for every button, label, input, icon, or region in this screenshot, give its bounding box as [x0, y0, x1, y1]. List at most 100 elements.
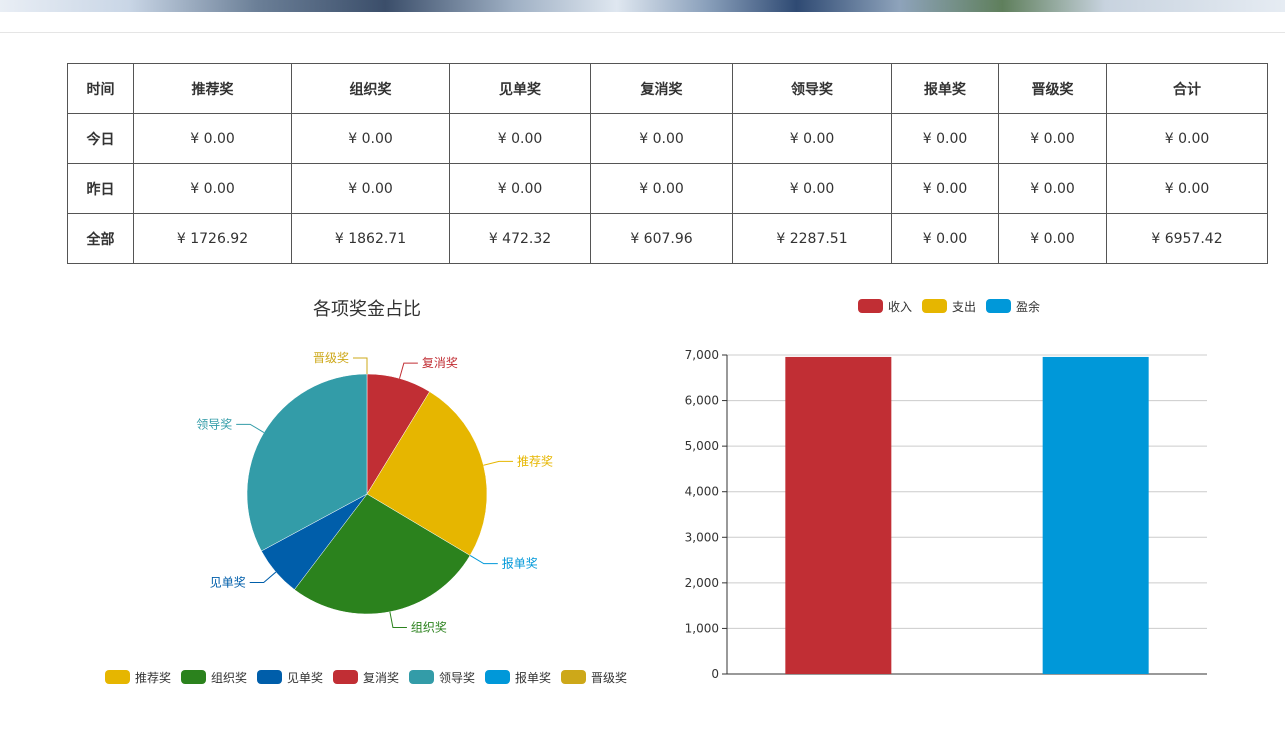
row-label: 昨日: [67, 163, 134, 214]
pie-legend-item[interactable]: 复消奖: [333, 670, 399, 685]
pie-slice-label: 领导奖: [196, 417, 232, 431]
table-cell: ¥ 1726.92: [133, 213, 292, 264]
y-axis-tick-label: 1,000: [685, 621, 719, 635]
pie-label-line: [483, 460, 514, 466]
pie-slice-label: 晋级奖: [313, 351, 349, 365]
table-header-cell: 晋级奖: [998, 63, 1107, 114]
table-cell: ¥ 1862.71: [291, 213, 450, 264]
pie-slice-label: 组织奖: [411, 621, 447, 635]
table-row: 全部 ¥ 1726.92 ¥ 1862.71 ¥ 472.32 ¥ 607.96…: [67, 213, 1268, 264]
bar-legend-item[interactable]: 收入: [858, 299, 912, 314]
pie-label-line: [399, 362, 418, 379]
pie-label-line: [469, 555, 498, 565]
table-cell: ¥ 2287.51: [732, 213, 892, 264]
pie-legend-item[interactable]: 推荐奖: [105, 670, 171, 685]
pie-slice-label: 复消奖: [422, 356, 458, 370]
table-row: 昨日 ¥ 0.00 ¥ 0.00 ¥ 0.00 ¥ 0.00 ¥ 0.00 ¥ …: [67, 163, 1268, 214]
pie-legend-item[interactable]: 领导奖: [409, 670, 475, 685]
pie-legend-label: 组织奖: [211, 671, 247, 685]
bar[interactable]: [1042, 356, 1149, 674]
bar-chart-panel: 0 1,000 2,000 3,000 4,000 5,000 6,000 7,000 收入 支出…: [670, 285, 1230, 695]
bar-legend-swatch: [986, 299, 1011, 313]
table-header-cell: 时间: [67, 63, 134, 114]
pie-legend-label: 复消奖: [363, 671, 399, 685]
table-header-cell: 组织奖: [291, 63, 450, 114]
table-header-cell: 领导奖: [732, 63, 892, 114]
bar[interactable]: [785, 356, 892, 674]
pie-legend-label: 领导奖: [439, 671, 475, 685]
pie-label-line: [236, 423, 265, 433]
pie-legend-item[interactable]: 见单奖: [257, 670, 323, 685]
bar-legend-swatch: [858, 299, 883, 313]
table-cell: ¥ 0.00: [133, 113, 292, 164]
pie-legend-swatch: [257, 670, 282, 684]
bar-chart: 0 1,000 2,000 3,000 4,000 5,000 6,000 7,000 收入 支出…: [685, 299, 1207, 681]
table-cell: ¥ 0.00: [732, 163, 892, 214]
pie-slice-label: 推荐奖: [517, 454, 553, 468]
table-cell: ¥ 472.32: [449, 213, 591, 264]
bar-legend-label: 盈余: [1016, 299, 1040, 314]
table-cell: ¥ 0.00: [732, 113, 892, 164]
table-cell: ¥ 0.00: [1106, 163, 1268, 214]
table-header-cell: 报单奖: [891, 63, 999, 114]
table-cell: ¥ 0.00: [891, 213, 999, 264]
table-cell: ¥ 0.00: [998, 113, 1107, 164]
table-header-cell: 推荐奖: [133, 63, 292, 114]
pie-label-line: [249, 571, 277, 583]
row-label: 全部: [67, 213, 134, 264]
table-cell: ¥ 0.00: [998, 213, 1107, 264]
table-cell: ¥ 0.00: [291, 113, 450, 164]
pie-label-line: [389, 611, 407, 629]
table-cell: ¥ 0.00: [998, 163, 1107, 214]
table-cell: ¥ 0.00: [449, 163, 591, 214]
pie-legend-item[interactable]: 组织奖: [181, 670, 247, 685]
table-header-cell: 见单奖: [449, 63, 591, 114]
bar-legend-item[interactable]: 盈余: [986, 299, 1040, 314]
pie-legend-label: 见单奖: [287, 671, 323, 685]
pie-legend-item[interactable]: 晋级奖: [561, 670, 627, 685]
y-axis-tick-label: 7,000: [685, 348, 719, 362]
pie-legend-swatch: [409, 670, 434, 684]
pie-slice-label: 见单奖: [210, 575, 246, 589]
bar-legend-label: 支出: [952, 300, 976, 314]
y-axis-tick-label: 5,000: [685, 439, 719, 453]
pie-slice-label: 报单奖: [502, 556, 538, 571]
header-banner-image: [0, 0, 1285, 12]
pie-legend-item[interactable]: 报单奖: [485, 670, 551, 685]
row-label: 今日: [67, 113, 134, 164]
pie-chart-title: 各项奖金占比: [313, 299, 421, 320]
table-cell: ¥ 607.96: [590, 213, 733, 264]
pie-legend-swatch: [561, 670, 586, 684]
y-axis-tick-label: 2,000: [685, 576, 719, 590]
table-header-cell: 合计: [1106, 63, 1268, 114]
header-divider: [0, 32, 1285, 33]
y-axis-tick-label: 6,000: [685, 394, 719, 408]
pie-legend-label: 晋级奖: [591, 671, 627, 685]
pie-legend-swatch: [333, 670, 358, 684]
pie-legend-swatch: [485, 670, 510, 684]
table-header-cell: 复消奖: [590, 63, 733, 114]
pie-slice[interactable]: [246, 373, 368, 552]
table-cell: ¥ 0.00: [133, 163, 292, 214]
y-axis-tick-label: 0: [711, 667, 719, 681]
pie-legend-swatch: [181, 670, 206, 684]
pie-legend-swatch: [105, 670, 130, 684]
table-cell: ¥ 0.00: [291, 163, 450, 214]
pie-chart-panel: 各项奖金占比 复消奖 推荐奖 报单奖 组织奖 见单奖 领导奖 晋级奖 推荐奖 组织奖 见单奖 复消奖…: [90, 285, 650, 695]
table-cell: ¥ 0.00: [590, 113, 733, 164]
table-cell: ¥ 0.00: [891, 113, 999, 164]
table-cell: ¥ 0.00: [1106, 113, 1268, 164]
bar-legend-swatch: [922, 299, 947, 313]
pie-slice[interactable]: [294, 493, 471, 615]
table-cell: ¥ 0.00: [590, 163, 733, 214]
pie-slice[interactable]: [366, 391, 488, 556]
bar-legend-item[interactable]: 支出: [922, 299, 976, 314]
table-row: 今日 ¥ 0.00 ¥ 0.00 ¥ 0.00 ¥ 0.00 ¥ 0.00 ¥ …: [67, 113, 1268, 164]
table-cell: ¥ 0.00: [449, 113, 591, 164]
pie-label-line: [353, 357, 368, 374]
table-cell: ¥ 0.00: [891, 163, 999, 214]
bonus-summary-table: 时间 推荐奖 组织奖 见单奖 复消奖 领导奖 报单奖 晋级奖 合计 今日 ¥ 0…: [67, 63, 1268, 264]
y-axis-tick-label: 4,000: [685, 485, 719, 499]
pie-legend-label: 推荐奖: [135, 671, 171, 685]
